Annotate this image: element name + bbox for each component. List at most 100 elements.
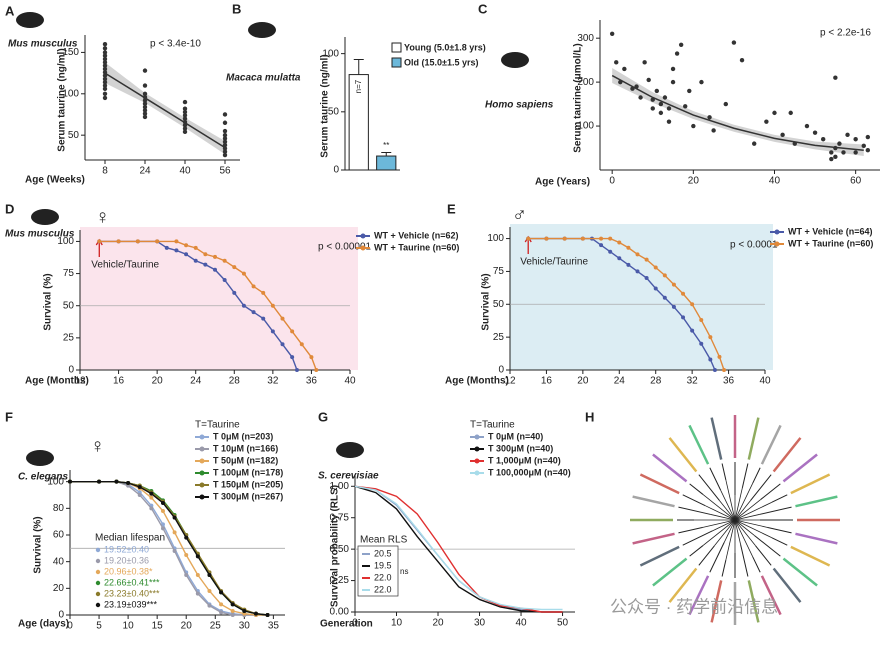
tree-branch: [741, 463, 749, 488]
data-point: [182, 99, 188, 105]
series-marker: [270, 329, 275, 334]
x-tick-label: 20: [152, 376, 164, 387]
data-point: [707, 115, 712, 120]
tree-label: [639, 545, 680, 567]
series-marker: [314, 368, 319, 372]
series-marker: [241, 271, 246, 276]
legend-marker: [199, 494, 205, 500]
x-tick-label: 20: [688, 176, 700, 187]
tree-branch: [678, 506, 711, 515]
x-tick-label: 32: [687, 376, 699, 387]
tree-branch: [750, 474, 772, 501]
tree-stem: [734, 501, 773, 521]
series-marker: [184, 573, 189, 577]
y-tick-label: 100: [57, 236, 74, 247]
tree-stem: [734, 519, 756, 547]
series-marker: [195, 554, 200, 559]
tree-branch: [760, 483, 781, 500]
series-marker: [160, 526, 165, 531]
x-tick-label: 50: [557, 618, 569, 629]
tree-label: [747, 417, 760, 460]
data-point: [102, 50, 108, 55]
panel-letter: E: [447, 201, 456, 216]
tree-stem: [719, 500, 736, 521]
data-point: [650, 106, 655, 111]
data-point: [102, 60, 108, 65]
series-marker: [149, 506, 154, 511]
mean-title: Mean RLS: [360, 535, 408, 546]
series-marker: [230, 609, 235, 613]
plot-background: [510, 224, 773, 370]
data-point: [622, 66, 627, 72]
tree-branch: [698, 545, 715, 566]
data-point: [642, 60, 647, 65]
series-marker: [712, 368, 717, 372]
species-name: Mus musculus: [5, 229, 75, 240]
series-marker: [135, 239, 140, 244]
legend-swatch: [391, 42, 402, 53]
series-marker: [213, 267, 217, 272]
legend-label: WT + Taurine (n=60): [374, 242, 459, 252]
y-tick-label: 50: [328, 106, 340, 117]
tree-stem: [734, 519, 755, 536]
x-tick-label: 24: [139, 166, 151, 177]
series-marker: [562, 236, 567, 241]
tree-stem: [705, 505, 736, 521]
legend-label: T 300μM (n=40): [488, 443, 553, 453]
series-marker: [599, 236, 604, 241]
data-point: [833, 154, 838, 160]
x-tick-label: 10: [391, 618, 403, 629]
data-point: [723, 101, 728, 107]
y-tick-label: 0: [58, 610, 64, 621]
mean-value: 22.0: [374, 584, 392, 594]
panel-letter: D: [5, 201, 14, 216]
legend-label: T 300μM (n=267): [213, 491, 283, 501]
species-icon: [501, 52, 529, 68]
tree-label: [639, 473, 680, 495]
data-point: [142, 101, 148, 106]
median-marker: [95, 580, 101, 586]
tree-label: [652, 557, 688, 587]
y-tick-label: 0: [333, 165, 339, 176]
series-marker: [174, 248, 179, 253]
series-marker: [717, 354, 722, 359]
series-marker: [708, 335, 713, 340]
data-point: [764, 119, 769, 124]
legend-marker: [474, 434, 480, 440]
series-marker: [722, 368, 727, 372]
species-icon: [16, 12, 44, 28]
data-point: [865, 134, 871, 140]
x-tick-label: 24: [190, 376, 202, 387]
x-tick-label: 28: [650, 376, 662, 387]
series-marker: [671, 282, 676, 287]
legend-label: WT + Taurine (n=60): [788, 238, 873, 248]
x-tick-label: 25: [210, 621, 222, 632]
tree-label: [632, 532, 675, 545]
species-icon: [336, 442, 364, 458]
y-tick-label: 75: [493, 266, 505, 277]
legend-label: T 50μM (n=182): [213, 455, 278, 465]
species-icon: [248, 22, 276, 38]
data-point: [731, 40, 737, 45]
data-point: [829, 156, 834, 162]
x-tick-label: 20: [181, 621, 193, 632]
tree-branch: [759, 506, 792, 515]
y-axis-label: Survival probability (RLS): [330, 485, 341, 607]
series-line: [354, 485, 563, 613]
legend-label: WT + Vehicle (n=62): [374, 230, 459, 240]
data-point: [833, 75, 838, 80]
x-tick-label: 12: [74, 376, 86, 387]
tree-stem: [712, 519, 736, 532]
species-icon: [31, 209, 59, 225]
series-marker: [172, 549, 177, 553]
x-tick-label: 40: [344, 376, 356, 387]
series-marker: [635, 252, 640, 257]
data-point: [222, 132, 228, 138]
data-point: [691, 123, 696, 129]
legend-label: T 1,000μM (n=40): [488, 455, 561, 465]
y-tick-label: 20: [53, 583, 65, 594]
data-point: [804, 123, 810, 129]
series-marker: [97, 479, 102, 484]
data-point: [222, 112, 228, 117]
confidence-band: [105, 62, 225, 155]
